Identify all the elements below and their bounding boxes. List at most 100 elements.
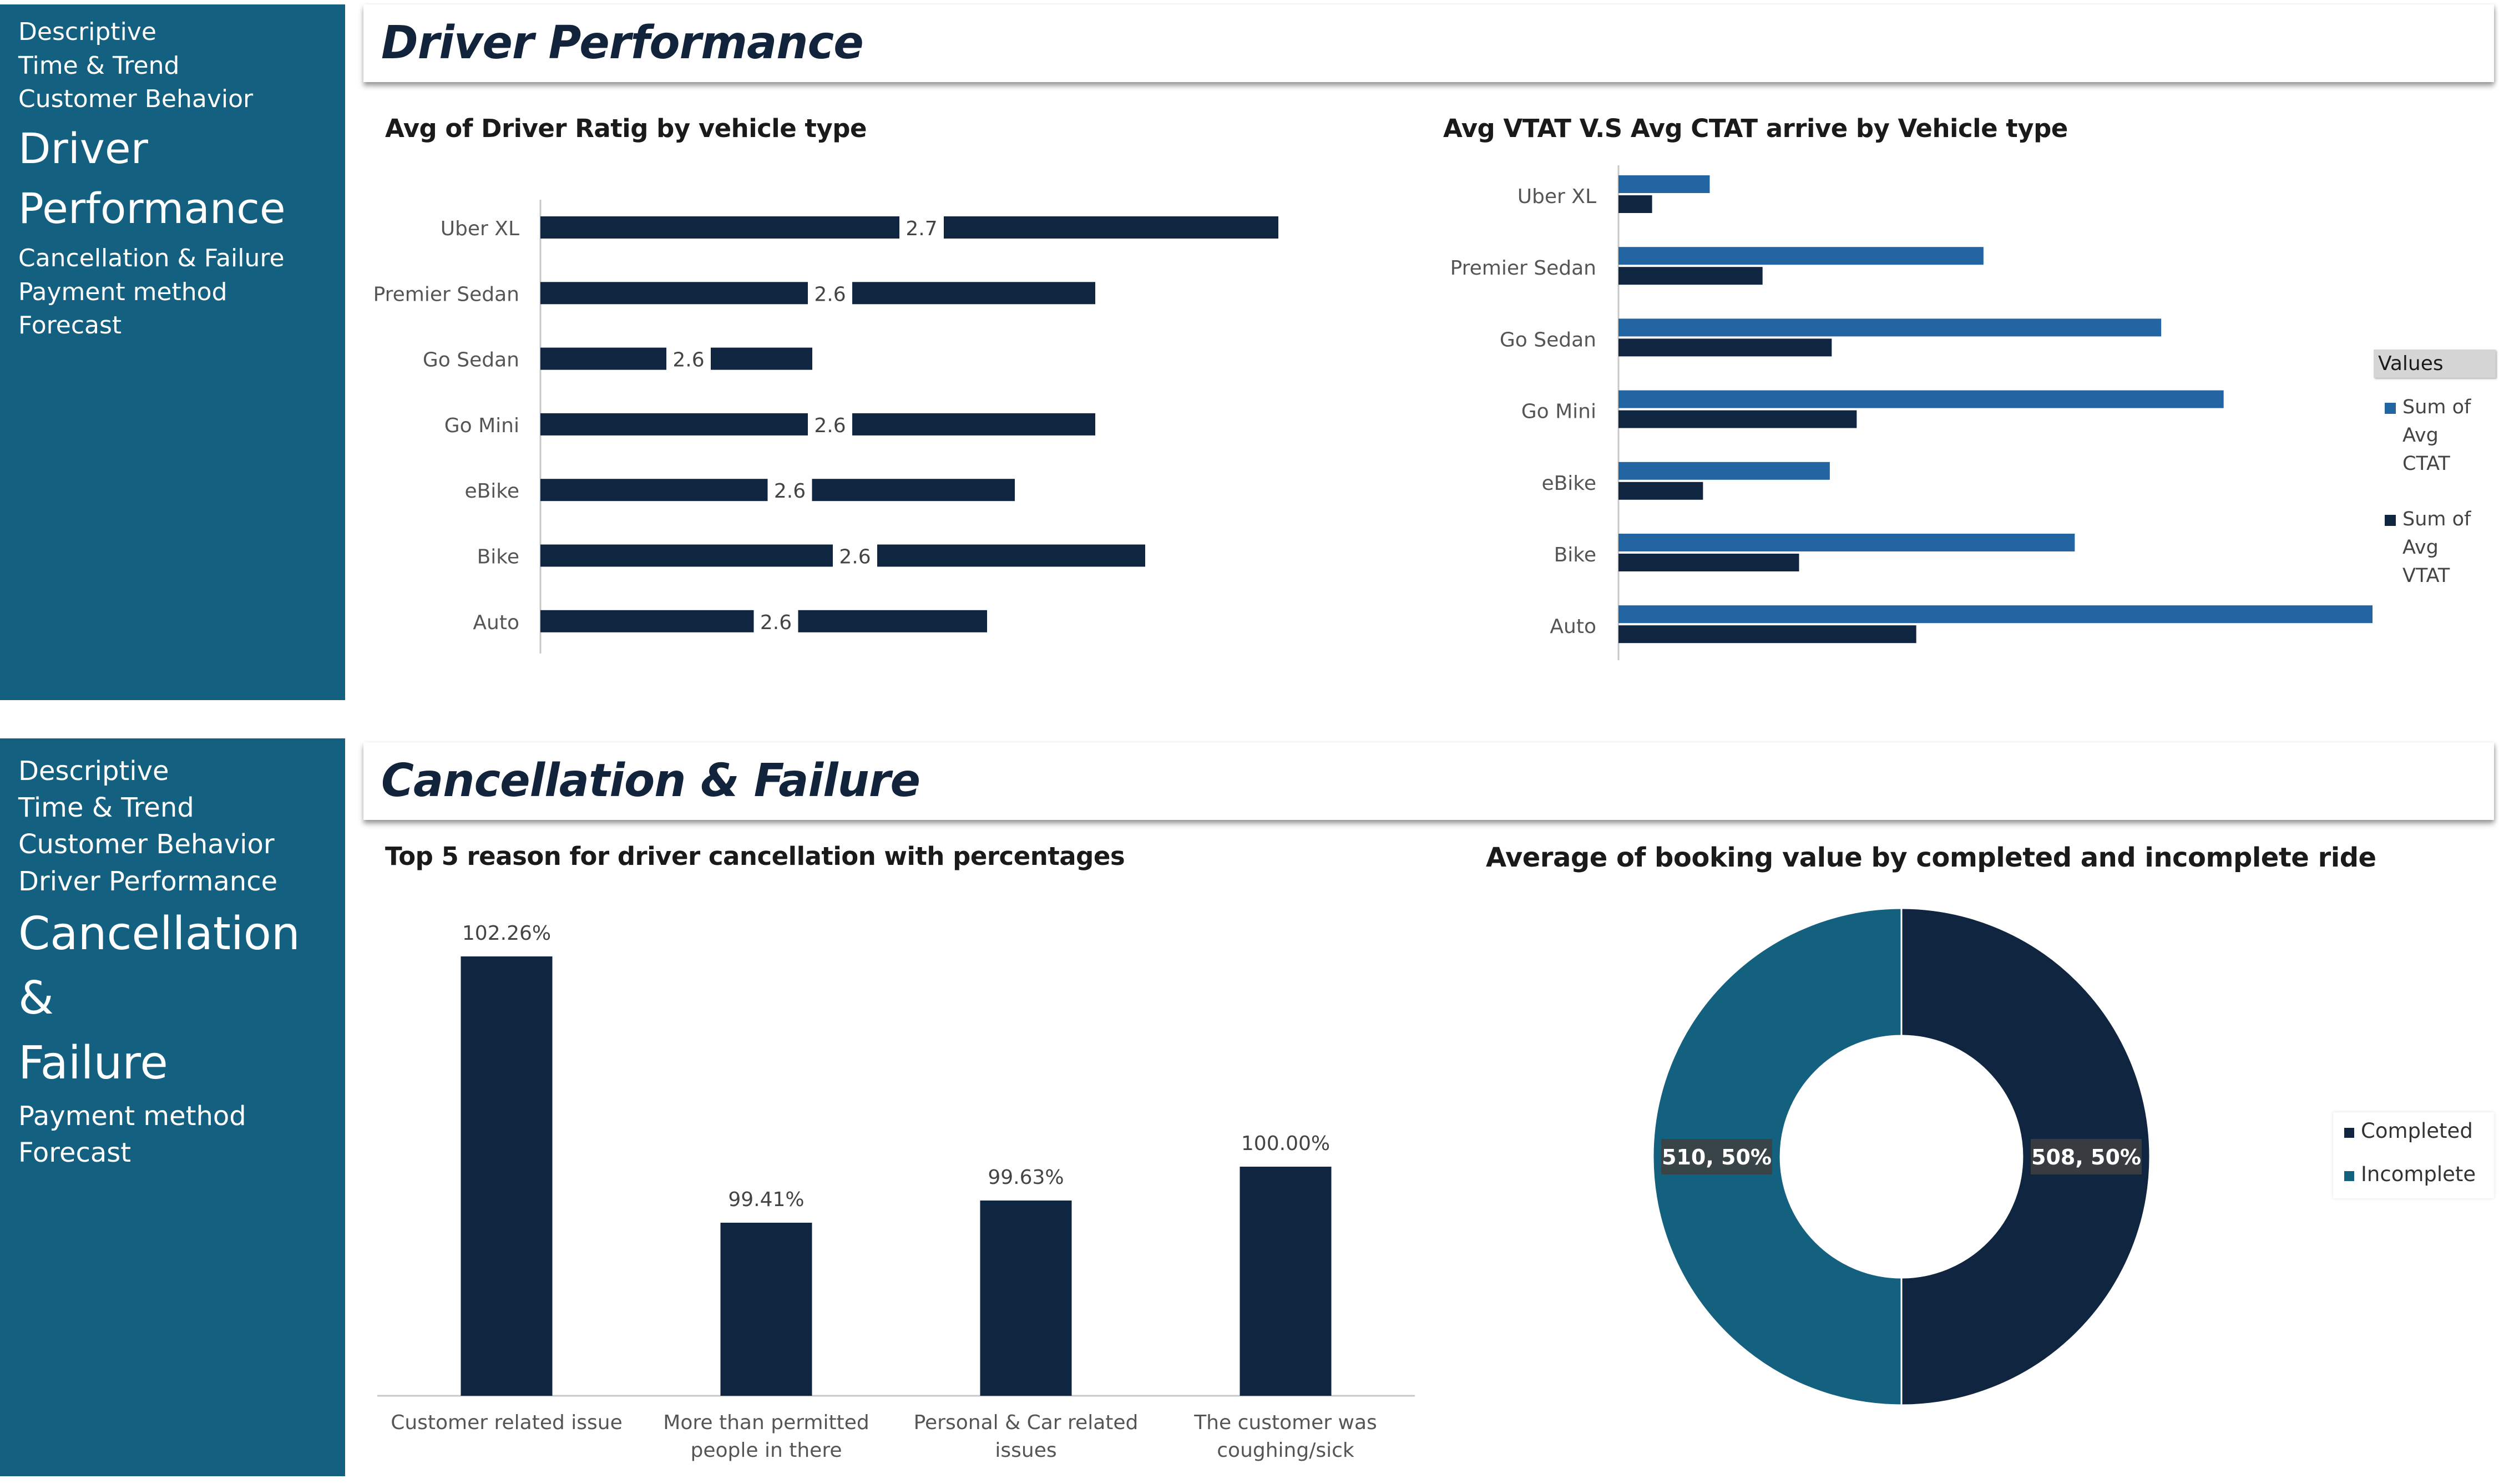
data-label-bg [833,542,877,569]
legend-item-ctat: Sum of Avg CTAT [2374,393,2475,478]
legend-item-incomplete: Incomplete [2344,1162,2476,1186]
nav-time-trend[interactable]: Time & Trend [18,792,194,824]
chart-title-booking-value: Average of booking value by completed an… [1486,842,2376,873]
legend-item-vtat: Sum of Avg VTAT [2374,505,2475,590]
data-label-the-customer-was-coughing-sick: 100.00% [1241,1132,1330,1155]
category-label-auto: Auto [473,611,519,634]
bar-customer-related-issue [461,956,553,1396]
nav-customer-behavior[interactable]: Customer Behavior [18,829,275,860]
legend-swatch-ctat [2385,403,2396,414]
bar-personal-car-related-issues [980,1201,1072,1396]
donut-slice-completed [1900,907,2151,1406]
nav-driver-performance-active[interactable]: Driver Performance [18,119,345,239]
category-label-more-than-permitted-people-in-there: More than permitted people in there [663,1411,869,1462]
category-label-premier-sedan: Premier Sedan [373,283,519,306]
nav-payment-method[interactable]: Payment method [18,1101,246,1132]
legend-vtat-ctat: Values Sum of Avg CTAT Sum of Avg VTAT [2374,350,2496,590]
nav-forecast[interactable]: Forecast [18,311,122,340]
bar-sum-of-avg-ctat-uber-xl [1618,175,1710,193]
legend-title: Values [2374,350,2496,378]
nav-active-line-2: Performance [18,184,286,234]
category-label-uber-xl: Uber XL [441,217,519,240]
category-label-uber-xl: Uber XL [1517,185,1596,208]
category-label-bike: Bike [1554,544,1596,566]
legend-label-ctat: Sum of Avg CTAT [2402,396,2471,475]
chart-title-cancel-reasons: Top 5 reason for driver cancellation wit… [385,842,1125,871]
driver-rating-bar-chart: Uber XL 2.7 Premier Sedan 2.6 Go Sedan 2.6 Go … [373,200,1278,654]
donut-label-completed: 508, 50% [2031,1145,2141,1169]
category-label-the-customer-was-coughing-sick: The customer was coughing/sick [1193,1411,1377,1462]
bar-sum-of-avg-vtat-go-mini [1618,410,1857,428]
legend-label-completed: Completed [2361,1119,2473,1143]
bar-sum-of-avg-vtat-ebike [1618,482,1703,500]
nav-active-line-1: Driver [18,124,148,174]
section-title: Driver Performance [381,17,864,69]
data-label-go-mini: 2.6 [814,414,846,437]
data-label-bg [753,607,798,635]
data-label-premier-sedan: 2.6 [814,283,846,306]
nav-payment-method[interactable]: Payment method [18,277,227,306]
category-label-bike: Bike [477,546,519,569]
nav-active-line-1: Cancellation & [18,907,300,1025]
legend-label-incomplete: Incomplete [2361,1162,2476,1186]
category-label-premier-sedan: Premier Sedan [1450,257,1596,280]
vtat-ctat-bar-chart: Uber XL Premier Sedan Go Sedan Go Mini eBike… [1450,165,2373,660]
bar-the-customer-was-coughing-sick [1240,1167,1332,1396]
donut-label-bg-incomplete [1661,1139,1772,1174]
data-label-uber-xl: 2.7 [906,217,937,240]
donut-label-bg-completed [2031,1139,2142,1174]
legend-swatch-incomplete [2344,1171,2354,1181]
bar-sum-of-avg-ctat-ebike [1618,462,1830,480]
nav-cancellation-failure[interactable]: Cancellation & Failure [18,244,285,272]
category-label-go-mini: Go Mini [1521,401,1596,423]
data-label-customer-related-issue: 102.26% [462,922,551,945]
bar-sum-of-avg-vtat-premier-sedan [1618,267,1763,285]
data-label-go-sedan: 2.6 [672,349,704,372]
data-label-ebike: 2.6 [774,480,806,503]
nav-driver-performance[interactable]: Driver Performance [18,865,278,897]
category-label-ebike: eBike [464,480,519,503]
donut-slice-incomplete [1652,907,1903,1406]
cancel-reasons-bar-chart: 102.26% Customer related issue 99.41% More … [377,922,1415,1462]
category-label-customer-related-issue: Customer related issue [391,1411,623,1434]
section-banner-driver-performance: Driver Performance [363,4,2494,82]
legend-item-completed: Completed [2344,1119,2473,1143]
legend-booking: Completed Incomplete [2333,1112,2494,1198]
nav-cancellation-failure-active[interactable]: Cancellation & Failure [18,902,345,1096]
bar-sum-of-avg-ctat-go-sedan [1618,318,2162,337]
category-label-go-sedan: Go Sedan [423,349,519,372]
legend-swatch-completed [2344,1128,2354,1138]
booking-value-donut-chart: 508, 50% 510, 50% [1652,907,2151,1406]
legend-label-vtat: Sum of Avg VTAT [2402,508,2471,587]
chart-title-vtat-ctat: Avg VTAT V.S Avg CTAT arrive by Vehicle … [1443,114,2068,143]
nav-active-line-2: Failure [18,1036,168,1090]
nav-descriptive[interactable]: Descriptive [18,18,156,46]
bar-sum-of-avg-ctat-premier-sedan [1618,247,1984,265]
data-label-personal-car-related-issues: 99.63% [988,1166,1064,1189]
data-label-bg [666,345,711,372]
bar-more-than-permitted-people-in-there [720,1223,812,1396]
bar-sum-of-avg-ctat-bike [1618,534,2075,551]
donut-label-incomplete: 510, 50% [1662,1145,1772,1169]
chart-title-driver-rating: Avg of Driver Ratig by vehicle type [385,114,867,143]
bar-sum-of-avg-vtat-auto [1618,625,1916,644]
category-label-personal-car-related-issues: Personal & Car related issues [914,1411,1139,1462]
bar-sum-of-avg-ctat-go-mini [1618,390,2224,408]
data-label-bike: 2.6 [839,546,871,569]
category-label-auto: Auto [1550,615,1596,638]
data-label-bg [808,411,852,438]
bar-sum-of-avg-vtat-bike [1618,554,1799,571]
sidebar-nav-driver-performance: Descriptive Time & Trend Customer Behavi… [0,4,345,700]
sidebar-nav-cancellation: Descriptive Time & Trend Customer Behavi… [0,738,345,1476]
section-title: Cancellation & Failure [381,754,920,807]
section-banner-cancellation: Cancellation & Failure [363,742,2494,820]
nav-time-trend[interactable]: Time & Trend [18,51,180,80]
bar-sum-of-avg-ctat-auto [1618,605,2373,624]
legend-swatch-vtat [2385,515,2396,526]
nav-customer-behavior[interactable]: Customer Behavior [18,85,254,114]
nav-forecast[interactable]: Forecast [18,1137,131,1169]
bar-sum-of-avg-vtat-go-sedan [1618,338,1832,357]
data-label-auto: 2.6 [760,611,792,634]
nav-descriptive[interactable]: Descriptive [18,756,169,787]
bar-sum-of-avg-vtat-uber-xl [1618,195,1652,213]
